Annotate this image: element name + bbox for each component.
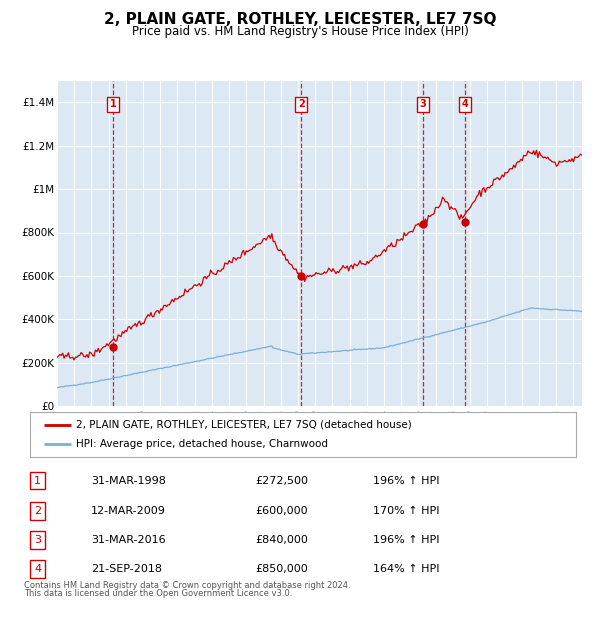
Text: 164% ↑ HPI: 164% ↑ HPI bbox=[373, 564, 440, 574]
Text: 31-MAR-2016: 31-MAR-2016 bbox=[91, 535, 166, 545]
Text: 170% ↑ HPI: 170% ↑ HPI bbox=[373, 506, 440, 516]
Text: 4: 4 bbox=[462, 99, 469, 110]
Text: £600,000: £600,000 bbox=[255, 506, 308, 516]
Text: £850,000: £850,000 bbox=[255, 564, 308, 574]
Text: 2, PLAIN GATE, ROTHLEY, LEICESTER, LE7 7SQ (detached house): 2, PLAIN GATE, ROTHLEY, LEICESTER, LE7 7… bbox=[76, 420, 412, 430]
Text: Price paid vs. HM Land Registry's House Price Index (HPI): Price paid vs. HM Land Registry's House … bbox=[131, 25, 469, 38]
Text: 4: 4 bbox=[34, 564, 41, 574]
Text: 196% ↑ HPI: 196% ↑ HPI bbox=[373, 476, 440, 485]
Text: 1: 1 bbox=[110, 99, 116, 110]
Text: 1: 1 bbox=[34, 476, 41, 485]
Text: 31-MAR-1998: 31-MAR-1998 bbox=[91, 476, 166, 485]
Text: £272,500: £272,500 bbox=[255, 476, 308, 485]
Text: £840,000: £840,000 bbox=[255, 535, 308, 545]
Text: 21-SEP-2018: 21-SEP-2018 bbox=[91, 564, 163, 574]
Text: 2: 2 bbox=[34, 506, 41, 516]
Text: Contains HM Land Registry data © Crown copyright and database right 2024.: Contains HM Land Registry data © Crown c… bbox=[24, 581, 350, 590]
Text: 12-MAR-2009: 12-MAR-2009 bbox=[91, 506, 166, 516]
Text: 3: 3 bbox=[34, 535, 41, 545]
Text: This data is licensed under the Open Government Licence v3.0.: This data is licensed under the Open Gov… bbox=[24, 590, 292, 598]
Text: 3: 3 bbox=[419, 99, 426, 110]
Text: HPI: Average price, detached house, Charnwood: HPI: Average price, detached house, Char… bbox=[76, 440, 328, 450]
Text: 2: 2 bbox=[298, 99, 305, 110]
Text: 196% ↑ HPI: 196% ↑ HPI bbox=[373, 535, 440, 545]
Text: 2, PLAIN GATE, ROTHLEY, LEICESTER, LE7 7SQ: 2, PLAIN GATE, ROTHLEY, LEICESTER, LE7 7… bbox=[104, 12, 496, 27]
